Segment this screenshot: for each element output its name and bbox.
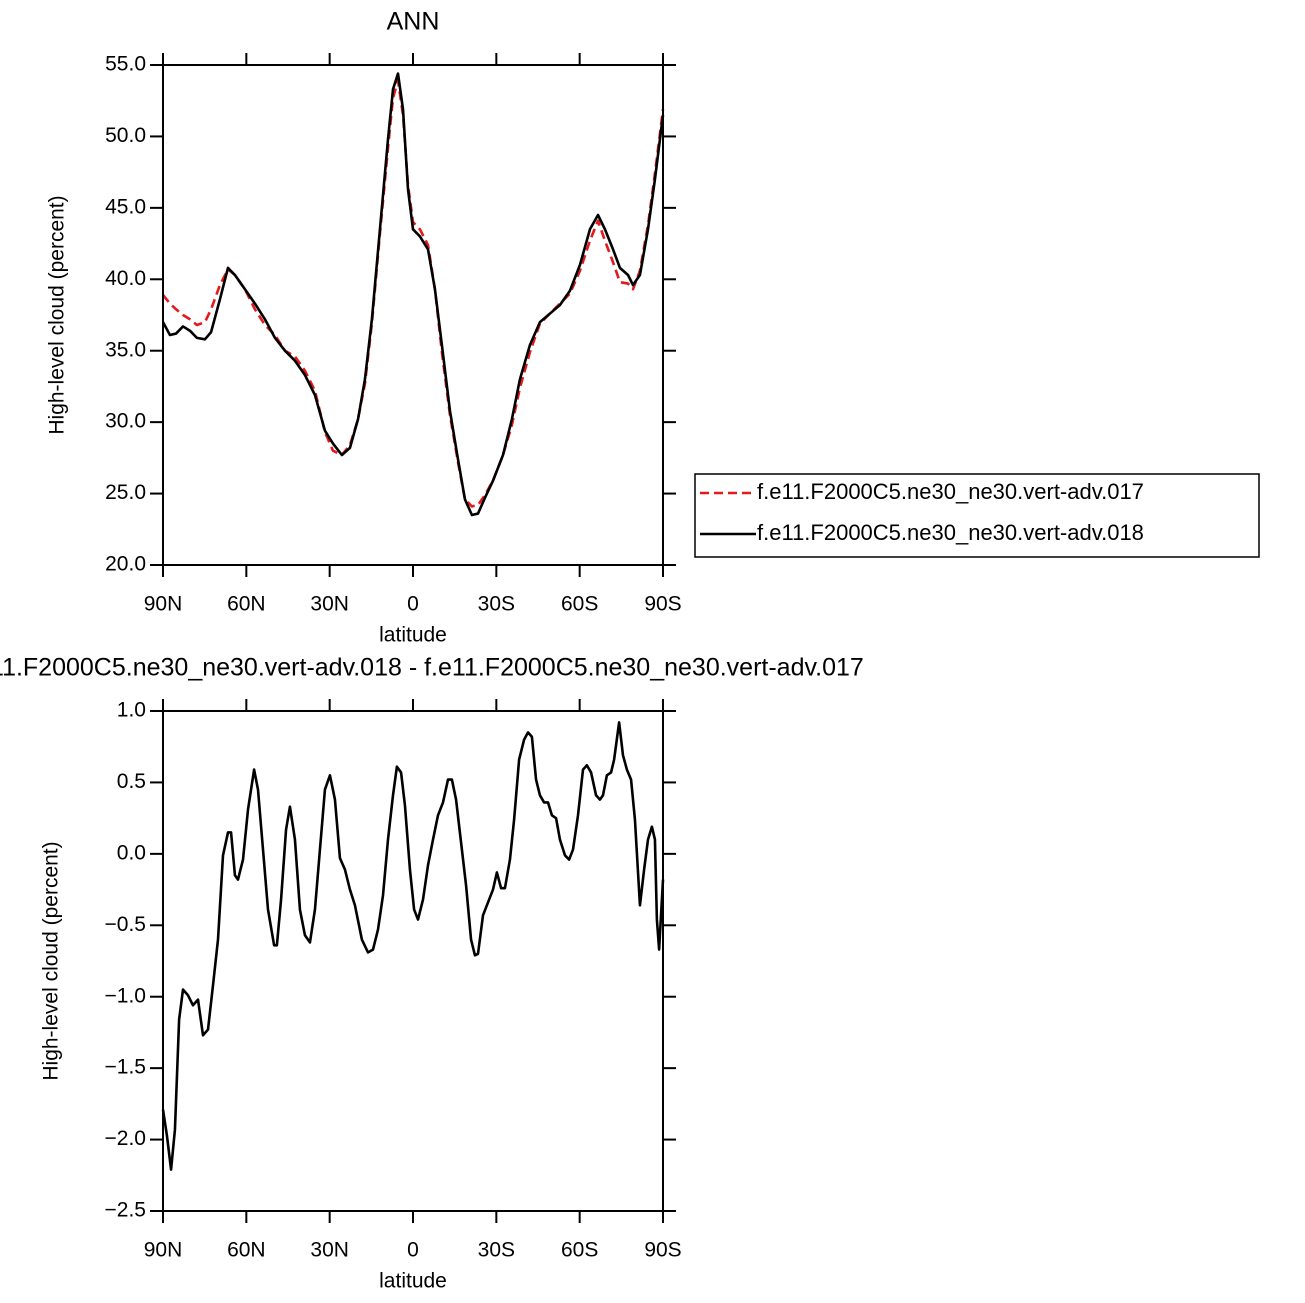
y-tick-label: 20.0 bbox=[105, 553, 146, 576]
legend-label: f.e11.F2000C5.ne30_ne30.vert-adv.018 bbox=[757, 520, 1144, 545]
line bbox=[161, 72, 665, 517]
line bbox=[161, 79, 665, 508]
x-tick-label: 60S bbox=[561, 1239, 598, 1262]
y-tick-label: −1.5 bbox=[105, 1056, 146, 1079]
y-tick-label: 45.0 bbox=[105, 195, 146, 218]
x-tick-label: 30N bbox=[310, 593, 349, 616]
y-tick-label: 1.0 bbox=[117, 699, 146, 722]
y-tick-label: 50.0 bbox=[105, 124, 146, 147]
x-tick-label: 0 bbox=[407, 593, 419, 616]
y-tick-label: −1.0 bbox=[105, 984, 146, 1007]
y-tick-label: 0.5 bbox=[117, 770, 146, 793]
x-axis-label: latitude bbox=[379, 1270, 447, 1293]
y-tick-label: −2.0 bbox=[105, 1127, 146, 1150]
y-tick-label: −2.5 bbox=[105, 1199, 146, 1222]
y-tick-label: 55.0 bbox=[105, 53, 146, 76]
x-tick-label: 90N bbox=[144, 1239, 183, 1262]
y-axis-label: High-level cloud (percent) bbox=[46, 195, 69, 434]
x-tick-label: 90N bbox=[144, 593, 183, 616]
x-tick-label: 30S bbox=[478, 1239, 515, 1262]
x-tick-label: 30N bbox=[310, 1239, 349, 1262]
plot-frame bbox=[162, 710, 664, 1212]
chart-title: f.e11.F2000C5.ne30_ne30.vert-adv.018 - f… bbox=[0, 654, 864, 682]
line bbox=[161, 721, 665, 1171]
x-tick-label: 60S bbox=[561, 593, 598, 616]
x-axis-label: latitude bbox=[379, 624, 447, 647]
chart-title: ANN bbox=[387, 8, 440, 36]
legend-box bbox=[694, 473, 1260, 558]
x-tick-label: 90S bbox=[644, 593, 681, 616]
x-tick-label: 0 bbox=[407, 1239, 419, 1262]
y-axis-label: High-level cloud (percent) bbox=[40, 841, 63, 1080]
x-tick-label: 60N bbox=[227, 1239, 266, 1262]
plot-frame bbox=[162, 64, 664, 566]
y-tick-label: 25.0 bbox=[105, 481, 146, 504]
x-tick-label: 90S bbox=[644, 1239, 681, 1262]
y-tick-label: −0.5 bbox=[105, 913, 146, 936]
y-tick-label: 40.0 bbox=[105, 267, 146, 290]
y-tick-label: 30.0 bbox=[105, 410, 146, 433]
y-tick-label: 0.0 bbox=[117, 841, 146, 864]
x-tick-label: 60N bbox=[227, 593, 266, 616]
y-tick-label: 35.0 bbox=[105, 338, 146, 361]
x-tick-label: 30S bbox=[478, 593, 515, 616]
legend-label: f.e11.F2000C5.ne30_ne30.vert-adv.017 bbox=[757, 479, 1144, 504]
